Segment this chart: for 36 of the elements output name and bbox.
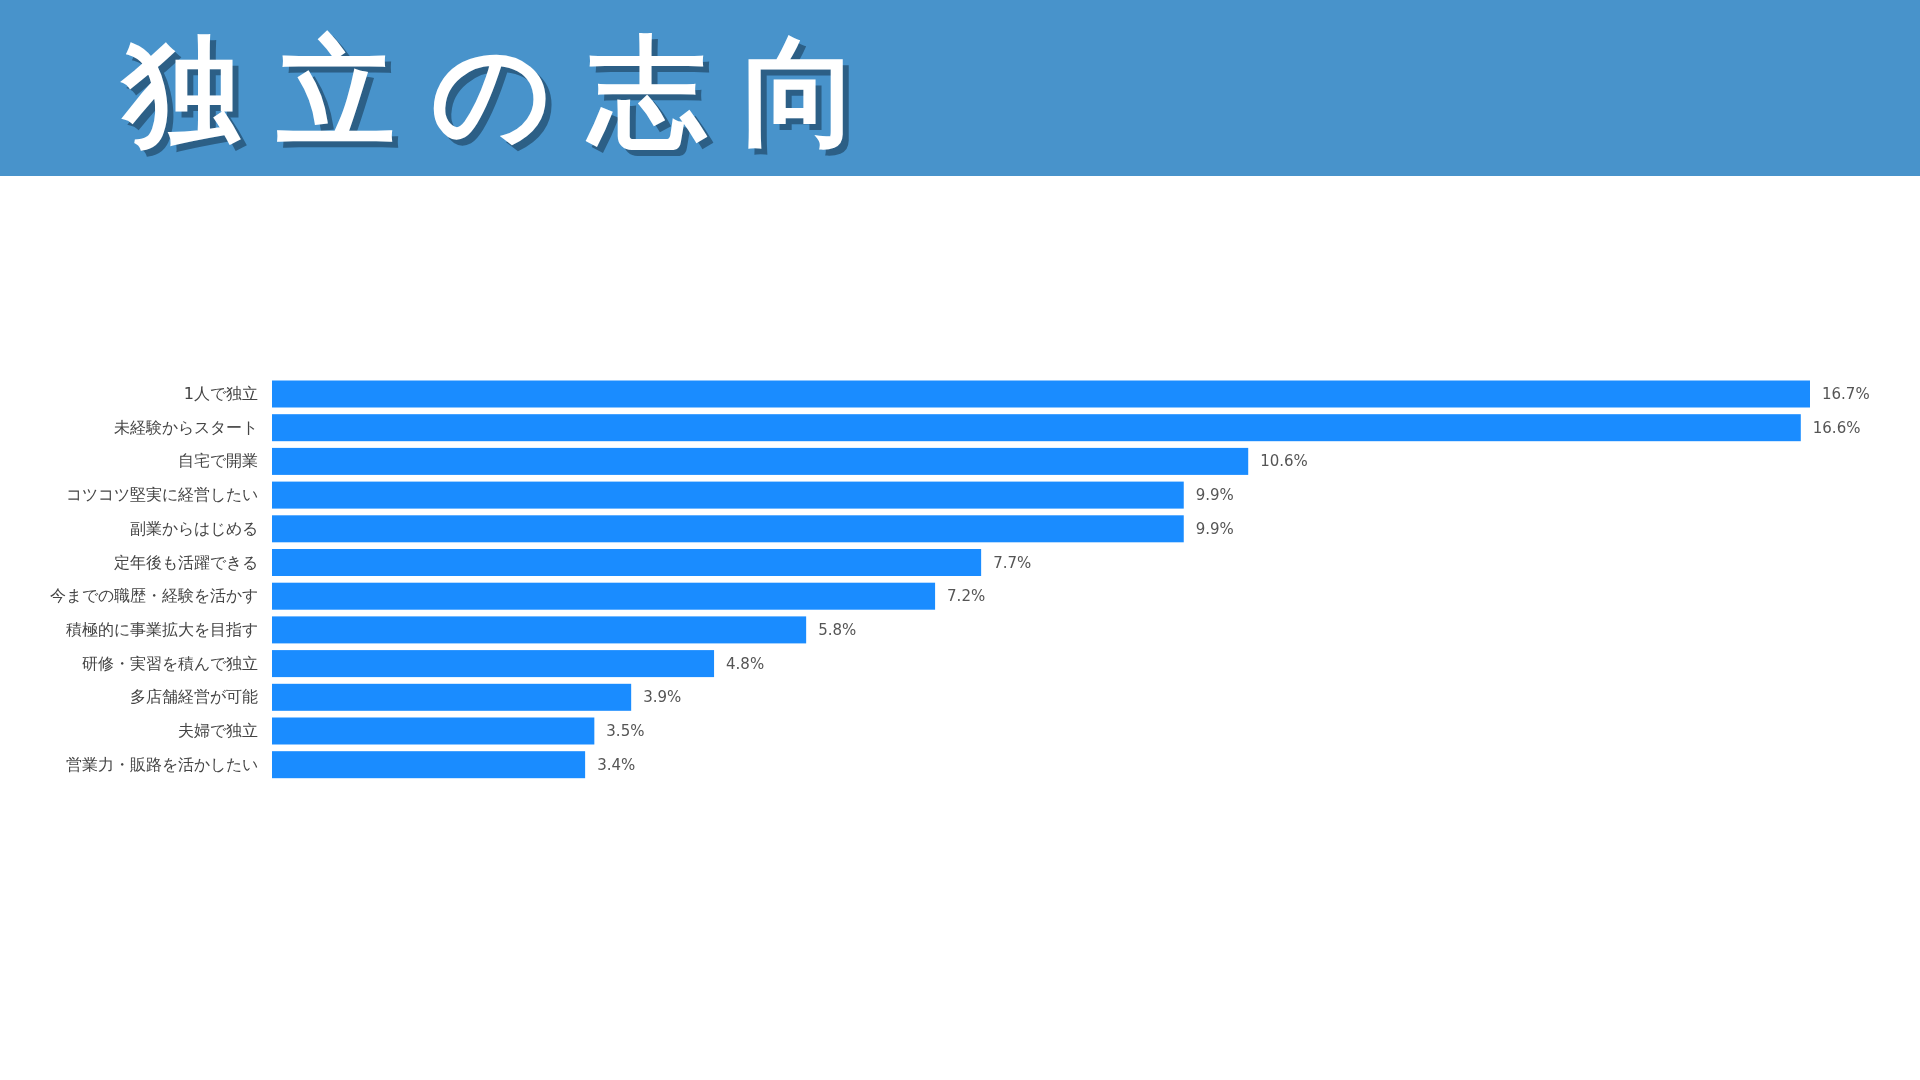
bar (272, 683, 632, 711)
bar (272, 549, 982, 576)
bar (272, 582, 936, 610)
bar (272, 447, 1249, 475)
y-tick-label: 定年後も活躍できる (114, 552, 258, 572)
y-tick-label: 営業力・販路を活かしたい (66, 754, 258, 774)
y-tick-label: コツコツ堅実に経営したい (66, 485, 258, 505)
y-tick-label: 未経験からスタート (114, 417, 258, 437)
data-label: 9.9% (1195, 519, 1234, 538)
data-label: 16.7% (1822, 385, 1870, 403)
y-tick-label: 今までの職歴・経験を活かす (50, 586, 258, 606)
bar (272, 414, 1801, 442)
data-label: 7.2% (947, 587, 986, 606)
y-tick-label: 研修・実習を積んで独立 (82, 653, 258, 673)
data-label: 3.5% (606, 722, 645, 740)
y-tick-label: 積極的に事業拡大を目指す (66, 619, 258, 639)
bar (272, 481, 1184, 509)
y-tick-label: 夫婦で独立 (178, 721, 258, 740)
bar (272, 515, 1184, 543)
data-label: 4.8% (726, 654, 765, 673)
bar (272, 650, 715, 678)
data-label: 7.7% (993, 553, 1032, 572)
data-label: 10.6% (1260, 452, 1308, 471)
y-tick-label: 1人で独立 (183, 384, 258, 403)
bar (272, 616, 807, 644)
bar (272, 751, 586, 779)
data-label: 3.9% (643, 688, 682, 707)
bar (272, 717, 595, 745)
bar (272, 380, 1810, 408)
y-tick-label: 副業からはじめる (130, 518, 258, 538)
data-label: 5.8% (818, 620, 857, 639)
data-label: 9.9% (1195, 486, 1234, 505)
data-label: 16.6% (1812, 418, 1861, 437)
data-label: 3.4% (597, 755, 636, 774)
y-tick-label: 多店舗経営が可能 (130, 687, 258, 707)
y-tick-label: 自宅で開業 (178, 451, 258, 471)
